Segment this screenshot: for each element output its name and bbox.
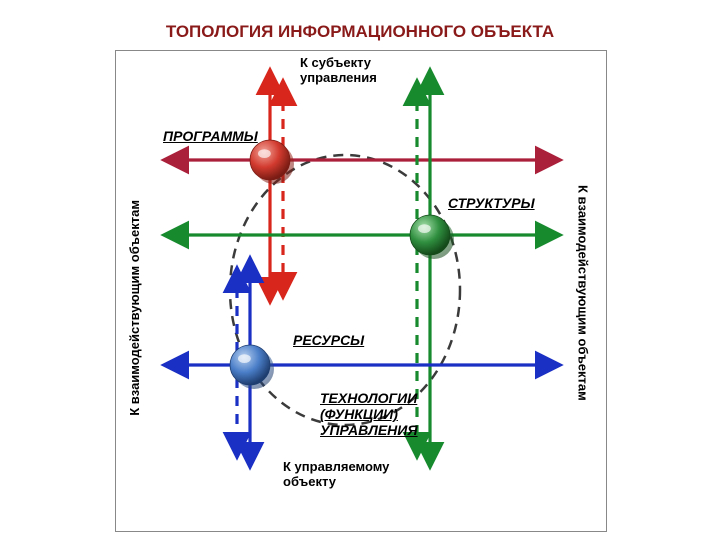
label-left: К взаимодействующим объектам [128,200,142,416]
label-bottom: К управляемому объекту [283,460,423,490]
label-right: К взаимодействующим объектам [575,185,589,401]
label-top: К субъекту управления [300,56,430,86]
label-tech: ТЕХНОЛОГИИ (ФУНКЦИИ) УПРАВЛЕНИЯ [320,390,490,438]
label-programs: ПРОГРАММЫ [163,128,258,144]
diagram-stage: { "canvas": { "w": 720, "h": 540, "bg": … [0,0,720,540]
label-resources: РЕСУРСЫ [293,332,364,348]
label-structures: СТРУКТУРЫ [448,195,535,211]
